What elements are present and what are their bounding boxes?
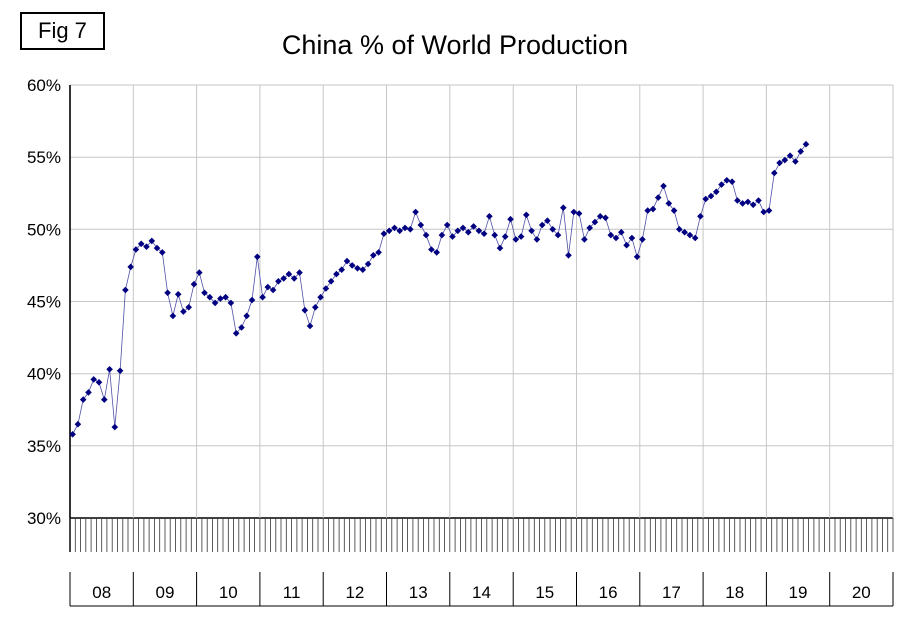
svg-text:09: 09 — [156, 583, 175, 602]
svg-text:08: 08 — [92, 583, 111, 602]
svg-text:55%: 55% — [27, 148, 61, 167]
svg-text:40%: 40% — [27, 365, 61, 384]
svg-text:20: 20 — [852, 583, 871, 602]
svg-text:13: 13 — [409, 583, 428, 602]
svg-text:60%: 60% — [27, 76, 61, 95]
svg-text:50%: 50% — [27, 220, 61, 239]
svg-text:18: 18 — [725, 583, 744, 602]
chart-title: China % of World Production — [281, 30, 629, 60]
svg-text:45%: 45% — [27, 293, 61, 312]
svg-text:30%: 30% — [27, 509, 61, 528]
svg-text:12: 12 — [345, 583, 364, 602]
svg-text:16: 16 — [599, 583, 618, 602]
figure-label: Fig 7 — [20, 12, 105, 50]
svg-text:15: 15 — [535, 583, 554, 602]
svg-text:14: 14 — [472, 583, 491, 602]
svg-text:10: 10 — [219, 583, 238, 602]
svg-text:19: 19 — [789, 583, 808, 602]
svg-text:35%: 35% — [27, 437, 61, 456]
svg-text:11: 11 — [283, 583, 301, 602]
svg-text:17: 17 — [662, 583, 681, 602]
